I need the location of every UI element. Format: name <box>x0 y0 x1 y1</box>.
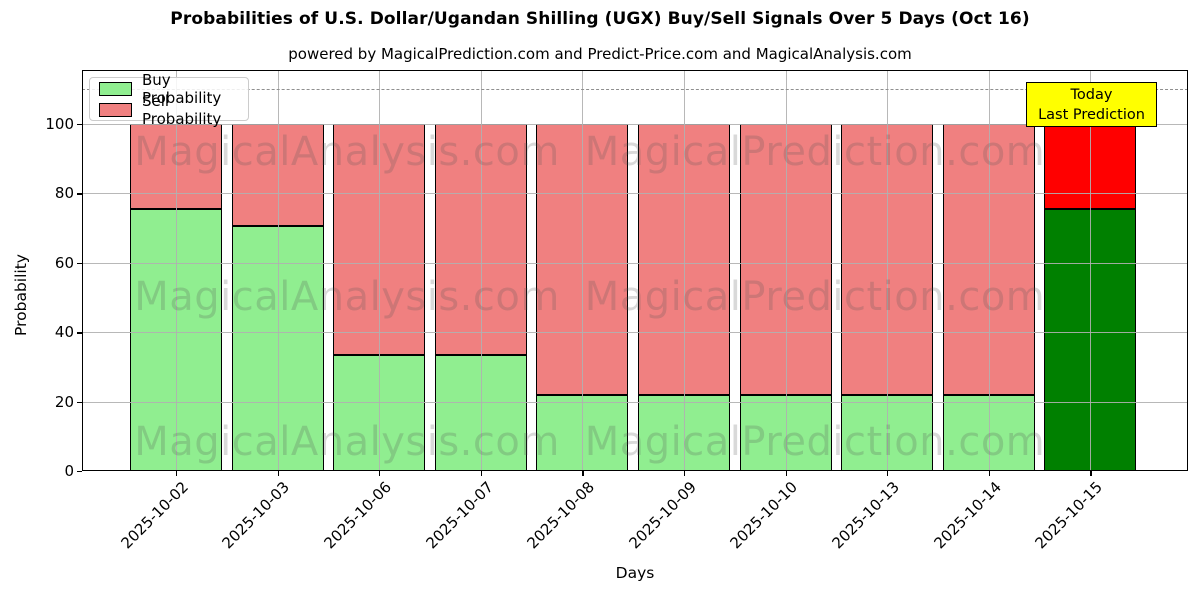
h-gridline <box>82 262 1188 264</box>
y-tick-mark <box>77 401 82 403</box>
h-gridline <box>82 193 1188 195</box>
x-tick-label: 2025-10-06 <box>320 478 395 553</box>
legend: Buy Probability Sell Probability <box>89 71 249 128</box>
y-tick-label: 100 <box>45 115 74 134</box>
y-tick-label: 0 <box>64 462 74 480</box>
x-tick-label: 2025-10-14 <box>930 478 1005 553</box>
legend-item-buy: Buy Probability <box>99 71 248 107</box>
y-tick-mark <box>77 471 82 473</box>
v-gridline <box>988 70 990 471</box>
chart-title: Probabilities of U.S. Dollar/Ugandan Shi… <box>170 9 1030 29</box>
x-tick-mark <box>684 471 686 476</box>
watermark-magicalprediction: MagicalPrediction.com <box>584 274 1046 320</box>
watermark-magicalanalysis: MagicalAnalysis.com <box>134 129 560 175</box>
h-gridline <box>82 124 1188 126</box>
v-gridline <box>582 70 584 471</box>
x-tick-label: 2025-10-02 <box>117 478 192 553</box>
legend-label-buy: Buy Probability <box>142 70 222 107</box>
x-tick-label: 2025-10-07 <box>422 478 497 553</box>
v-gridline <box>887 70 889 471</box>
x-tick-mark <box>277 471 279 476</box>
chart-subtitle: powered by MagicalPrediction.com and Pre… <box>288 45 912 63</box>
plot-area: MagicalAnalysis.com MagicalPrediction.com… <box>82 70 1188 471</box>
watermark-magicalprediction: MagicalPrediction.com <box>584 419 1046 465</box>
y-tick-mark <box>77 332 82 334</box>
y-tick-mark <box>77 262 82 265</box>
y-tick-label: 20 <box>54 392 74 411</box>
annotation-line-2: Last Prediction <box>1038 106 1145 123</box>
x-tick-mark <box>379 471 381 476</box>
h-gridline <box>82 332 1188 334</box>
y-tick-mark <box>77 124 82 126</box>
x-tick-mark <box>176 471 178 476</box>
y-tick-label: 80 <box>54 184 74 203</box>
x-tick-label: 2025-10-13 <box>828 478 903 553</box>
x-tick-label: 2025-10-09 <box>625 478 700 553</box>
x-tick-label: 2025-10-03 <box>218 478 294 553</box>
buy-swatch-icon <box>99 81 132 96</box>
y-tick-mark <box>77 193 82 195</box>
annotation-line-1: Today <box>1070 86 1113 103</box>
x-tick-mark <box>480 471 483 476</box>
x-tick-mark <box>582 471 584 476</box>
x-tick-mark <box>988 471 991 476</box>
dashed-reference-line <box>82 89 1188 91</box>
legend-label-sell: Sell Probability <box>142 91 222 128</box>
y-tick-label: 60 <box>54 253 74 272</box>
legend-item-sell: Sell Probability <box>99 92 248 128</box>
v-gridline <box>379 70 381 471</box>
x-tick-label: 2025-10-08 <box>523 478 599 553</box>
v-gridline <box>277 70 279 471</box>
x-tick-mark <box>785 471 787 476</box>
watermark-magicalanalysis: MagicalAnalysis.com <box>134 419 560 465</box>
h-gridline <box>82 401 1188 403</box>
x-tick-label: 2025-10-10 <box>726 478 802 553</box>
watermark-magicalanalysis: MagicalAnalysis.com <box>134 274 560 320</box>
v-gridline <box>1090 70 1092 471</box>
sell-swatch-icon <box>99 102 132 117</box>
x-tick-label: 2025-10-15 <box>1031 478 1107 553</box>
v-gridline <box>684 70 685 471</box>
v-gridline <box>480 70 482 471</box>
watermark-magicalprediction: MagicalPrediction.com <box>584 129 1046 175</box>
y-axis-label: Probability <box>12 254 30 336</box>
today-annotation: Today Last Prediction <box>1026 82 1157 127</box>
v-gridline <box>176 70 177 471</box>
v-gridline <box>785 70 787 471</box>
y-tick-label: 40 <box>54 323 74 342</box>
x-axis-label: Days <box>615 564 655 582</box>
x-tick-mark <box>1090 471 1092 476</box>
x-tick-mark <box>887 471 889 476</box>
